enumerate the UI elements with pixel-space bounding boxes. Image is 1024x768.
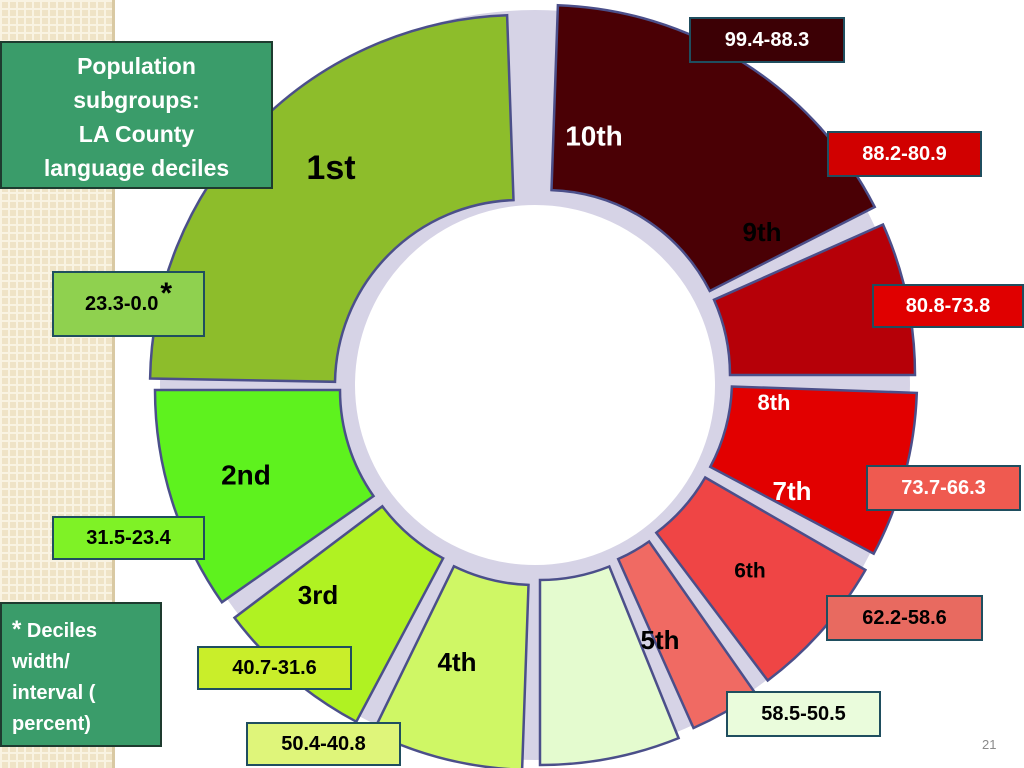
page-number: 21 (982, 737, 997, 752)
donut-segment-10th (550, 3, 877, 293)
title-line: subgroups: (73, 87, 200, 113)
interval-tag-3rd: 40.7-31.6 (197, 646, 352, 690)
segment-label-10th: 10th (565, 120, 623, 151)
segment-label-7th: 7th (773, 476, 812, 506)
interval-text: 62.2-58.6 (862, 607, 947, 629)
interval-tag-1st: 23.3-0.0 * (52, 271, 205, 337)
donut-segment-1st (148, 13, 515, 384)
donut-segment-9th (712, 222, 917, 377)
title-line: LA County (78, 121, 195, 147)
interval-tag-7th: 73.7-66.3 (866, 465, 1021, 511)
donut-segment-8th (708, 385, 919, 556)
interval-tag-10th: 99.4-88.3 (689, 17, 845, 63)
interval-text: 23.3-0.0 (84, 293, 159, 315)
interval-tag-2nd: 31.5-23.4 (52, 516, 205, 560)
segment-label-5th: 5th (641, 625, 680, 655)
interval-text: 58.5-50.5 (761, 703, 846, 725)
interval-text: 73.7-66.3 (901, 477, 986, 499)
footnote-line: percent) (12, 713, 91, 735)
interval-star: * (160, 277, 173, 310)
interval-text: 50.4-40.8 (281, 733, 366, 755)
interval-text: 88.2-80.9 (862, 143, 947, 165)
title-line: Population (77, 53, 196, 79)
chart-title-box: Population subgroups: LA County language… (0, 41, 273, 189)
footnote-line: width/ (12, 651, 70, 673)
title-line: language deciles (43, 155, 230, 181)
decorative-strip-edge (112, 0, 115, 768)
segment-label-1st: 1st (306, 149, 355, 187)
interval-text: 99.4-88.3 (724, 29, 810, 51)
interval-tag-5th: 58.5-50.5 (726, 691, 881, 737)
segment-label-9th: 9th (743, 217, 782, 247)
interval-tag-8th: 80.8-73.8 (872, 284, 1024, 328)
donut-segment-5th (538, 564, 681, 767)
footnote-line: Deciles (26, 620, 97, 642)
segment-label-2nd: 2nd (221, 459, 271, 490)
donut-ring-shadow (160, 10, 910, 760)
interval-tag-4th: 50.4-40.8 (246, 722, 401, 766)
interval-text: 80.8-73.8 (905, 295, 991, 317)
segment-label-6th: 6th (734, 560, 766, 583)
segment-label-4th: 4th (438, 647, 477, 677)
interval-tag-9th: 88.2-80.9 (827, 131, 982, 177)
footnote-star: * (12, 616, 22, 643)
interval-tag-6th: 62.2-58.6 (826, 595, 983, 641)
interval-text: 31.5-23.4 (86, 527, 171, 549)
segment-label-3rd: 3rd (298, 580, 338, 610)
interval-text: 40.7-31.6 (232, 657, 317, 679)
footnote-line: interval ( (12, 682, 96, 704)
segment-label-8th: 8th (758, 390, 791, 415)
footnote-box: * Deciles width/ interval ( percent) (0, 602, 162, 747)
